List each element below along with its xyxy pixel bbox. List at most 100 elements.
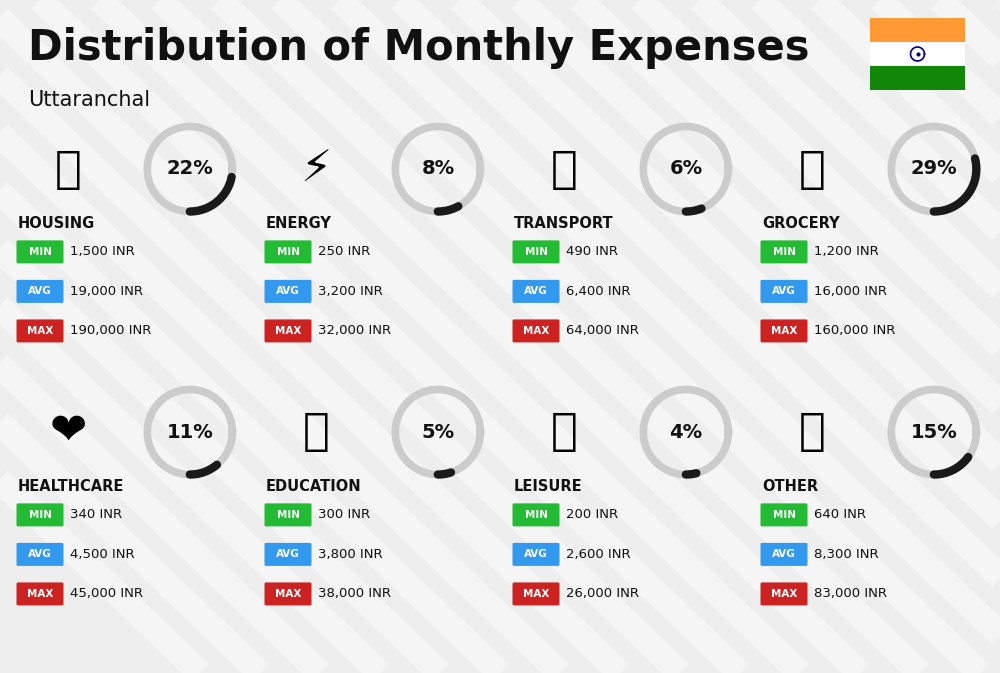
Text: GROCERY: GROCERY xyxy=(762,216,840,232)
FancyBboxPatch shape xyxy=(761,320,808,343)
Text: AVG: AVG xyxy=(276,549,300,559)
Text: 15%: 15% xyxy=(910,423,957,441)
Text: 🚌: 🚌 xyxy=(551,147,578,190)
Text: ENERGY: ENERGY xyxy=(266,216,332,232)
Text: Distribution of Monthly Expenses: Distribution of Monthly Expenses xyxy=(28,27,810,69)
Text: 19,000 INR: 19,000 INR xyxy=(70,285,143,298)
Text: 8,300 INR: 8,300 INR xyxy=(814,548,879,561)
FancyBboxPatch shape xyxy=(264,543,312,566)
FancyBboxPatch shape xyxy=(16,503,64,526)
Text: MAX: MAX xyxy=(275,589,301,599)
Text: MIN: MIN xyxy=(772,510,796,520)
Text: 16,000 INR: 16,000 INR xyxy=(814,285,887,298)
FancyBboxPatch shape xyxy=(512,280,560,303)
Text: 29%: 29% xyxy=(911,160,957,178)
FancyBboxPatch shape xyxy=(264,240,312,263)
Text: 83,000 INR: 83,000 INR xyxy=(814,588,887,600)
FancyBboxPatch shape xyxy=(761,582,808,606)
Text: 26,000 INR: 26,000 INR xyxy=(566,588,639,600)
FancyBboxPatch shape xyxy=(16,543,64,566)
Text: 🛒: 🛒 xyxy=(799,147,826,190)
Text: MAX: MAX xyxy=(275,326,301,336)
Text: HOUSING: HOUSING xyxy=(18,216,95,232)
Text: 3,200 INR: 3,200 INR xyxy=(318,285,383,298)
Text: AVG: AVG xyxy=(524,287,548,296)
Text: AVG: AVG xyxy=(28,549,52,559)
Text: OTHER: OTHER xyxy=(762,479,818,495)
Text: 490 INR: 490 INR xyxy=(566,246,618,258)
Text: AVG: AVG xyxy=(28,287,52,296)
Text: 38,000 INR: 38,000 INR xyxy=(318,588,391,600)
Text: AVG: AVG xyxy=(772,287,796,296)
Text: 160,000 INR: 160,000 INR xyxy=(814,324,895,337)
Text: 640 INR: 640 INR xyxy=(814,508,866,522)
FancyBboxPatch shape xyxy=(870,42,965,66)
Text: 5%: 5% xyxy=(421,423,454,441)
Text: 1,200 INR: 1,200 INR xyxy=(814,246,879,258)
Text: 200 INR: 200 INR xyxy=(566,508,618,522)
Text: MIN: MIN xyxy=(28,510,52,520)
FancyBboxPatch shape xyxy=(16,280,64,303)
Text: 250 INR: 250 INR xyxy=(318,246,370,258)
FancyBboxPatch shape xyxy=(264,503,312,526)
FancyBboxPatch shape xyxy=(512,503,560,526)
FancyBboxPatch shape xyxy=(512,240,560,263)
Text: MIN: MIN xyxy=(28,247,52,257)
FancyBboxPatch shape xyxy=(512,582,560,606)
Text: 64,000 INR: 64,000 INR xyxy=(566,324,639,337)
Text: 300 INR: 300 INR xyxy=(318,508,370,522)
FancyBboxPatch shape xyxy=(16,320,64,343)
Text: MIN: MIN xyxy=(524,247,548,257)
Text: 6,400 INR: 6,400 INR xyxy=(566,285,631,298)
FancyBboxPatch shape xyxy=(761,280,808,303)
FancyBboxPatch shape xyxy=(264,582,312,606)
FancyBboxPatch shape xyxy=(761,543,808,566)
Text: 340 INR: 340 INR xyxy=(70,508,122,522)
Text: MAX: MAX xyxy=(523,589,549,599)
Text: ❤️: ❤️ xyxy=(50,411,87,454)
FancyBboxPatch shape xyxy=(870,18,965,42)
FancyBboxPatch shape xyxy=(761,240,808,263)
Text: 11%: 11% xyxy=(166,423,213,441)
FancyBboxPatch shape xyxy=(264,280,312,303)
Text: 3,800 INR: 3,800 INR xyxy=(318,548,383,561)
Text: 💰: 💰 xyxy=(799,411,826,454)
FancyBboxPatch shape xyxy=(870,66,965,90)
Text: MIN: MIN xyxy=(276,510,300,520)
Text: MIN: MIN xyxy=(276,247,300,257)
Text: 4%: 4% xyxy=(669,423,702,441)
Text: 6%: 6% xyxy=(669,160,702,178)
Text: MAX: MAX xyxy=(27,326,53,336)
Text: HEALTHCARE: HEALTHCARE xyxy=(18,479,124,495)
FancyBboxPatch shape xyxy=(761,503,808,526)
FancyBboxPatch shape xyxy=(512,543,560,566)
Text: 2,600 INR: 2,600 INR xyxy=(566,548,631,561)
Text: MAX: MAX xyxy=(771,326,797,336)
FancyBboxPatch shape xyxy=(512,320,560,343)
Text: 4,500 INR: 4,500 INR xyxy=(70,548,135,561)
Text: 🛍️: 🛍️ xyxy=(551,411,578,454)
Text: 190,000 INR: 190,000 INR xyxy=(70,324,151,337)
FancyBboxPatch shape xyxy=(16,240,64,263)
Text: AVG: AVG xyxy=(772,549,796,559)
Text: Uttaranchal: Uttaranchal xyxy=(28,90,150,110)
Text: LEISURE: LEISURE xyxy=(514,479,583,495)
FancyBboxPatch shape xyxy=(264,320,312,343)
Text: ⚡: ⚡ xyxy=(301,147,332,190)
Text: 🎓: 🎓 xyxy=(303,411,330,454)
Text: 8%: 8% xyxy=(421,160,454,178)
FancyBboxPatch shape xyxy=(16,582,64,606)
Text: 22%: 22% xyxy=(166,160,213,178)
Text: EDUCATION: EDUCATION xyxy=(266,479,362,495)
Text: 1,500 INR: 1,500 INR xyxy=(70,246,135,258)
Text: AVG: AVG xyxy=(524,549,548,559)
Text: 32,000 INR: 32,000 INR xyxy=(318,324,391,337)
Text: MIN: MIN xyxy=(524,510,548,520)
Text: 45,000 INR: 45,000 INR xyxy=(70,588,143,600)
Text: MIN: MIN xyxy=(772,247,796,257)
Text: MAX: MAX xyxy=(27,589,53,599)
Text: 🏢: 🏢 xyxy=(55,147,82,190)
Text: MAX: MAX xyxy=(771,589,797,599)
Text: AVG: AVG xyxy=(276,287,300,296)
Text: MAX: MAX xyxy=(523,326,549,336)
